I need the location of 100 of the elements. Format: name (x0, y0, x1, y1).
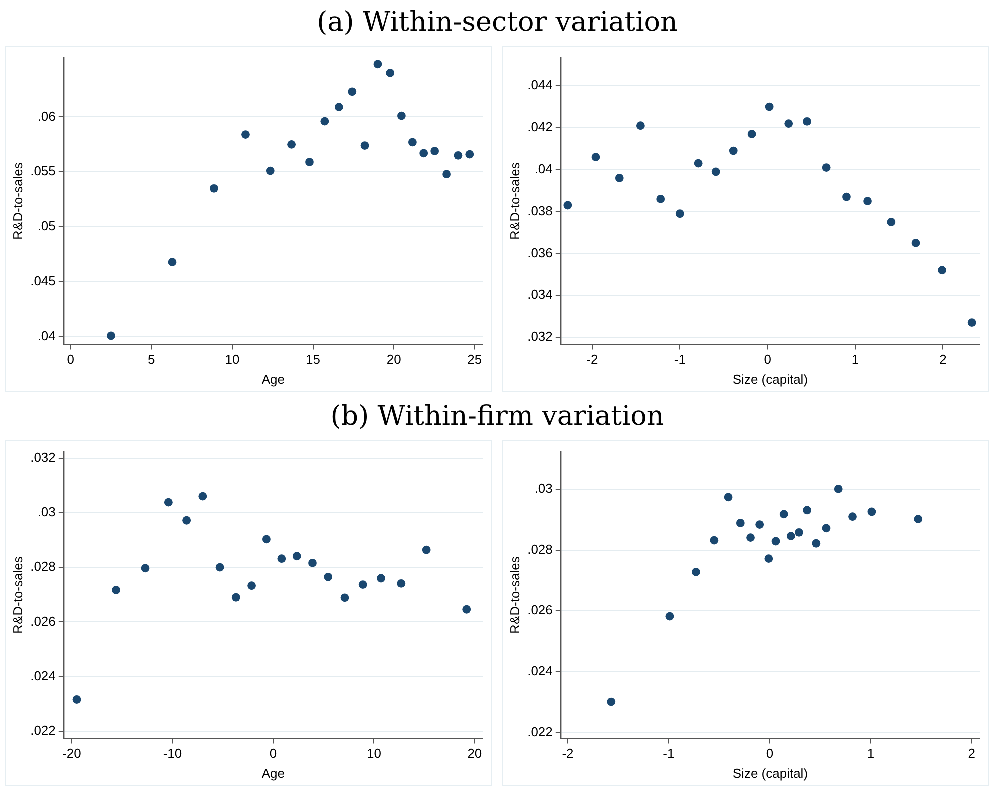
point (164, 498, 173, 507)
point (308, 559, 317, 568)
point (914, 515, 923, 524)
point (454, 151, 463, 160)
point (168, 258, 177, 267)
point (834, 484, 843, 494)
point (398, 112, 406, 120)
x-tick-label: -2 (562, 746, 574, 762)
point (803, 506, 812, 515)
y-tick-label: .022 (30, 723, 56, 738)
point (397, 579, 406, 588)
y-tick-label: .032 (30, 450, 56, 465)
y-tick-label: .022 (528, 724, 553, 740)
y-tick-label: .045 (30, 274, 56, 289)
point (442, 170, 451, 179)
point (112, 586, 120, 594)
point (288, 140, 296, 149)
point (430, 147, 440, 156)
point (248, 582, 256, 590)
point (306, 158, 314, 166)
point (615, 174, 624, 182)
x-tick-label: 10 (366, 746, 382, 762)
point (710, 536, 719, 545)
point (360, 142, 370, 150)
point (358, 580, 368, 589)
point (887, 218, 896, 226)
point (666, 612, 674, 621)
x-axis-title: Age (262, 372, 286, 387)
x-tick-label: 20 (386, 352, 402, 368)
point (262, 535, 271, 544)
y-tick-label: .044 (528, 78, 553, 93)
y-tick-label: .024 (30, 668, 56, 684)
y-axis-title: R&D-to-sales (507, 162, 522, 240)
point (803, 117, 812, 126)
point (340, 594, 350, 602)
x-tick-label: 1 (867, 746, 875, 762)
x-axis-title: Age (262, 766, 286, 781)
point (780, 510, 788, 519)
y-tick-label: .032 (528, 329, 553, 344)
y-tick-label: .038 (528, 203, 553, 218)
point (592, 153, 600, 162)
x-tick-label: -20 (62, 746, 82, 762)
x-tick-label: 2 (968, 746, 976, 762)
point (692, 568, 700, 576)
point (386, 68, 395, 78)
y-axis-title: R&D-to-sales (10, 162, 26, 240)
x-tick-label: 0 (764, 352, 772, 368)
point (795, 528, 804, 537)
y-tick-label: .034 (528, 287, 553, 302)
point (462, 605, 472, 614)
y-tick-label: .05 (38, 218, 56, 234)
y-tick-label: .024 (528, 663, 553, 678)
point (198, 492, 208, 501)
point (422, 546, 431, 554)
point (729, 146, 738, 156)
point (182, 516, 192, 525)
y-tick-label: .03 (534, 481, 553, 496)
point (736, 519, 745, 528)
x-tick-label: 0 (270, 746, 278, 762)
x-tick-label: 0 (67, 352, 74, 368)
point (374, 60, 382, 69)
point (748, 130, 756, 138)
x-tick-label: 5 (148, 352, 156, 368)
point (232, 593, 240, 602)
x-axis-title: Size (capital) (732, 766, 808, 781)
x-axis-title: Size (capital) (732, 372, 808, 387)
point (864, 197, 872, 206)
x-tick-label: 20 (468, 746, 482, 762)
y-tick-label: .042 (528, 120, 553, 135)
point (324, 572, 333, 582)
point (564, 201, 572, 210)
y-tick-label: .026 (528, 602, 553, 618)
point (278, 554, 286, 564)
point (784, 120, 794, 128)
y-tick-label: .04 (38, 328, 56, 344)
point (377, 574, 386, 583)
point (822, 164, 831, 172)
point (765, 102, 774, 112)
y-tick-label: .06 (38, 108, 56, 124)
point (210, 184, 218, 193)
point (764, 554, 774, 564)
point (72, 696, 82, 704)
y-axis-title: R&D-to-sales (10, 556, 26, 634)
x-tick-label: -1 (674, 352, 686, 368)
point (420, 149, 428, 158)
point (812, 539, 821, 548)
point (348, 88, 357, 96)
x-tick-label: 1 (852, 352, 860, 368)
chart-title: (b) Within-firm variation (330, 400, 666, 434)
x-tick-label: 2 (940, 352, 947, 368)
point (636, 122, 645, 130)
y-tick-label: .028 (30, 559, 56, 574)
point (676, 210, 684, 218)
x-tick-label: 25 (468, 352, 482, 368)
y-tick-label: .026 (30, 614, 56, 629)
point (868, 508, 876, 516)
point (292, 552, 302, 561)
x-tick-label: 0 (766, 746, 774, 762)
point (772, 537, 780, 546)
point (822, 524, 831, 533)
